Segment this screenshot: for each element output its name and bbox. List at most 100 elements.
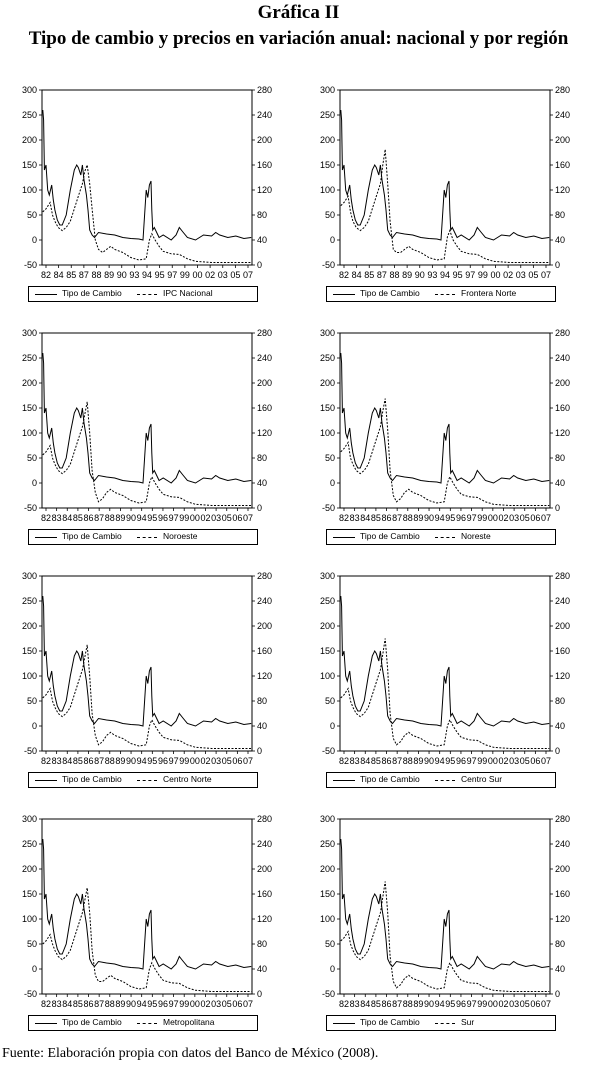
x-tick-label: 85	[73, 999, 83, 1009]
left-tick-label: 150	[320, 403, 335, 413]
x-tick-label: 85	[371, 999, 381, 1009]
x-tick-label: 88	[105, 513, 115, 523]
right-tick-label: 160	[257, 646, 272, 656]
x-tick-label: 03	[211, 999, 221, 1009]
left-tick-label: 300	[22, 814, 37, 824]
x-tick-label: 02	[200, 756, 210, 766]
right-tick-label: 80	[555, 453, 565, 463]
x-tick-label: 89	[115, 999, 125, 1009]
x-tick-label: 86	[382, 513, 392, 523]
chart-panel: 300 250 200 150 100 50 0 -50 280 240 200 160 120 80 40…	[4, 566, 282, 796]
left-tick-label: 50	[325, 939, 335, 949]
right-tick-label: 240	[555, 596, 570, 606]
chart-panel: 300 250 200 150 100 50 0 -50 280 240 200 160 120 80 40…	[4, 323, 282, 553]
right-tick-label: 120	[257, 185, 272, 195]
chart-svg: 300 250 200 150 100 50 0 -50 280 240 200 160 120 80 40…	[22, 85, 272, 280]
legend: Tipo de Cambio Metropolitana	[28, 1015, 258, 1031]
right-tick-label: 280	[555, 571, 570, 581]
x-tick-label: 84	[62, 756, 72, 766]
x-tick-label: 02	[498, 756, 508, 766]
x-tick-label: 87	[392, 999, 402, 1009]
x-tick-label: 88	[105, 756, 115, 766]
left-tick-label: 300	[22, 328, 37, 338]
series-line-price-index	[340, 638, 550, 749]
right-tick-label: 280	[257, 85, 272, 95]
right-tick-label: 120	[555, 185, 570, 195]
x-tick-label: 97	[465, 270, 475, 280]
x-tick-label: 05	[230, 270, 240, 280]
left-tick-label: 0	[32, 721, 37, 731]
series-line-exchange-rate	[340, 109, 550, 241]
plot-frame	[339, 818, 551, 995]
right-tick-label: 40	[555, 478, 565, 488]
left-tick-label: 200	[22, 621, 37, 631]
right-tick-label: 80	[555, 939, 565, 949]
x-tick-label: 00	[490, 270, 500, 280]
x-tick-label: 00	[488, 513, 498, 523]
x-tick-label: 84	[360, 999, 370, 1009]
right-tick-label: 120	[555, 671, 570, 681]
x-tick-label: 94	[435, 756, 445, 766]
x-tick-label: 96	[456, 756, 466, 766]
series-line-exchange-rate	[42, 352, 252, 484]
left-tick-label: 100	[320, 185, 335, 195]
x-tick-label: 97	[467, 756, 477, 766]
x-tick-label: 85	[73, 756, 83, 766]
x-tick-label: 82	[41, 270, 51, 280]
legend-label: Tipo de Cambio	[62, 1017, 122, 1027]
legend-label: Tipo de Cambio	[360, 1017, 420, 1027]
x-tick-label: 07	[243, 513, 253, 523]
x-tick-label: 02	[503, 270, 513, 280]
x-tick-label: 05	[520, 513, 530, 523]
legend: Tipo de Cambio Centro Norte	[28, 772, 258, 788]
x-tick-label: 05	[222, 513, 232, 523]
right-tick-label: 160	[555, 889, 570, 899]
x-tick-label: 86	[84, 756, 94, 766]
right-tick-label: 200	[555, 621, 570, 631]
x-tick-label: 89	[413, 513, 423, 523]
x-tick-label: 96	[158, 513, 168, 523]
series-line-price-index	[42, 644, 252, 749]
left-tick-label: -50	[24, 746, 37, 756]
left-tick-label: 300	[320, 85, 335, 95]
right-tick-label: 240	[555, 110, 570, 120]
legend-label: Tipo de Cambio	[360, 531, 420, 541]
right-tick-label: 160	[257, 889, 272, 899]
x-tick-label: 97	[169, 999, 179, 1009]
x-tick-label: 03	[509, 513, 519, 523]
x-tick-label: 05	[520, 756, 530, 766]
legend-swatch-dashed	[137, 780, 157, 781]
x-tick-label: 94	[137, 513, 147, 523]
series-line-exchange-rate	[42, 109, 252, 241]
x-tick-label: 06	[530, 513, 540, 523]
x-tick-label: 89	[413, 999, 423, 1009]
chart-panel: 300 250 200 150 100 50 0 -50 280 240 200 160 120 80 40…	[302, 566, 580, 796]
x-tick-label: 85	[66, 270, 76, 280]
left-tick-label: -50	[24, 260, 37, 270]
chart-panel: 300 250 200 150 100 50 0 -50 280 240 200 160 120 80 40…	[302, 809, 580, 1039]
x-tick-label: 84	[62, 513, 72, 523]
x-tick-label: 99	[477, 756, 487, 766]
x-tick-label: 82	[339, 999, 349, 1009]
x-tick-label: 86	[382, 999, 392, 1009]
left-tick-label: 300	[22, 85, 37, 95]
legend: Tipo de Cambio Frontera Norte	[326, 286, 556, 302]
x-tick-label: 88	[403, 513, 413, 523]
x-tick-label: 05	[222, 756, 232, 766]
left-tick-label: 50	[27, 453, 37, 463]
right-tick-label: 160	[257, 160, 272, 170]
left-tick-label: 100	[22, 914, 37, 924]
chart-svg: 300 250 200 150 100 50 0 -50 280 240 200 160 120 80 40…	[22, 328, 272, 523]
x-tick-label: 02	[200, 513, 210, 523]
left-tick-label: 200	[22, 135, 37, 145]
left-tick-label: -50	[322, 260, 335, 270]
legend-swatch-solid	[35, 780, 57, 781]
x-tick-label: 82	[41, 756, 51, 766]
x-tick-label: 00	[190, 513, 200, 523]
left-tick-label: 50	[27, 939, 37, 949]
chart-svg: 300 250 200 150 100 50 0 -50 280 240 200 160 120 80 40…	[22, 814, 272, 1009]
left-tick-label: 50	[325, 696, 335, 706]
legend-label: Tipo de Cambio	[62, 531, 122, 541]
series-line-exchange-rate	[340, 352, 550, 484]
x-tick-label: 96	[456, 513, 466, 523]
